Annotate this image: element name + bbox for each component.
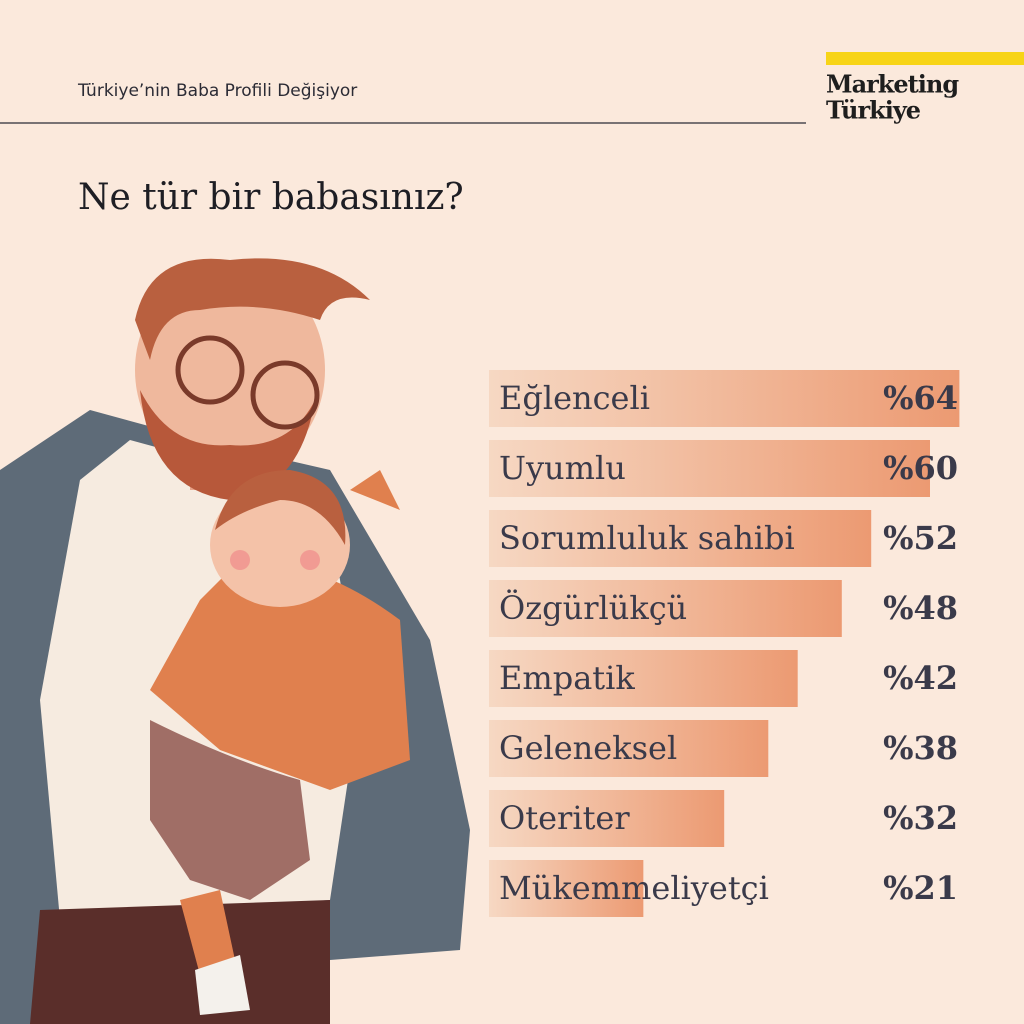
logo-line: Marketing: [826, 70, 959, 99]
bar: [489, 650, 798, 707]
bar: [489, 510, 872, 567]
value-label: %21: [883, 869, 958, 907]
value-label: %38: [883, 729, 958, 767]
category-label: Uyumlu: [499, 449, 626, 487]
bar: [489, 370, 960, 427]
category-label: Özgürlükçü: [499, 589, 687, 627]
value-label: %42: [883, 659, 958, 697]
category-label: Empatik: [499, 659, 635, 697]
logo-bar: [826, 52, 1024, 65]
chart-title: Ne tür bir babasınız?: [78, 177, 464, 218]
bar: [489, 580, 842, 637]
value-label: %52: [883, 519, 958, 557]
bar: [489, 790, 725, 847]
value-label: %48: [883, 589, 958, 627]
chart: Eğlenceli %64 Uyumlu %60 Sorumluluk sahibi %5…: [489, 370, 960, 917]
category-label: Sorumluluk sahibi: [499, 519, 795, 557]
illustration: [0, 258, 470, 1024]
header-subtitle: Türkiye’nin Baba Profili Değişiyor: [77, 81, 357, 101]
category-label: Eğlenceli: [499, 379, 650, 417]
bar: [489, 860, 644, 917]
value-label: %60: [883, 449, 958, 487]
category-label: Oteriter: [499, 799, 630, 837]
bar: [489, 440, 930, 497]
category-label: Mükemmeliyetçi: [499, 869, 769, 907]
value-label: %32: [883, 799, 958, 837]
bar: [489, 720, 769, 777]
category-label: Geleneksel: [499, 729, 677, 767]
value-label: %64: [883, 379, 958, 417]
logo-line: Türkiye: [826, 96, 921, 125]
